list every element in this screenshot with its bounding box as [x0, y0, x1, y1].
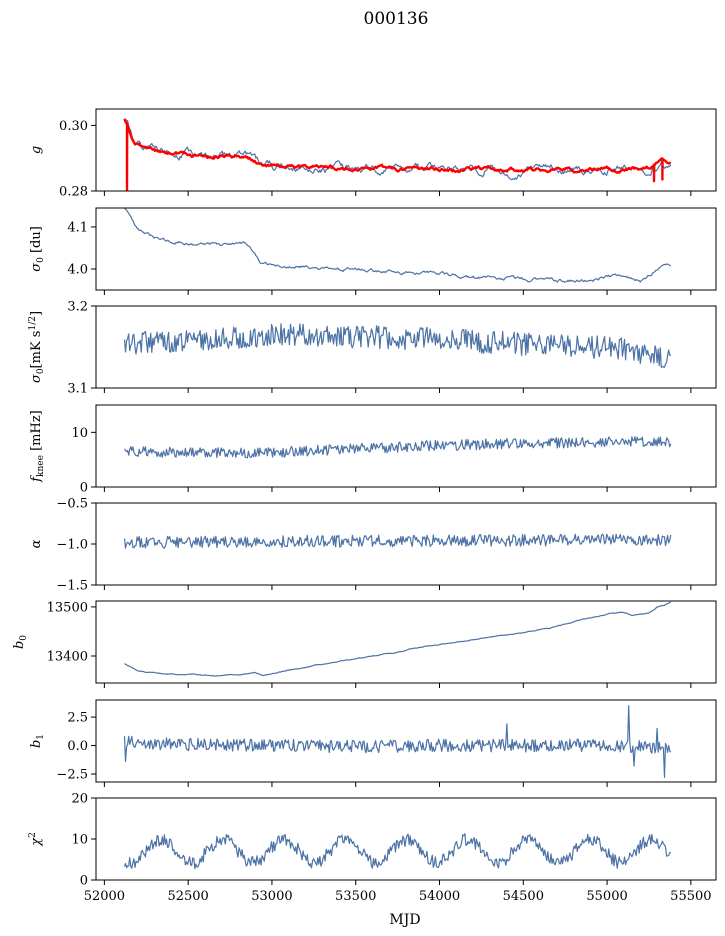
b1-ytick-label: 0.0 — [67, 739, 88, 754]
b0-axes-frame — [95, 600, 717, 684]
b1-ytick-label: 2.5 — [67, 711, 88, 726]
panels: 0.28 0.30 g 4.0 4.1 σ0 [du] 3.1 3.2 σ0[mK s1/2] 0… — [12, 108, 717, 904]
g-ytick-label: 0.28 — [59, 185, 88, 200]
alpha-axes-frame — [95, 502, 717, 586]
panel-alpha: −1.5 −1.0 −0.5 α — [29, 497, 717, 594]
b1-ylabel: b1 — [29, 734, 46, 748]
fknee-axes-frame — [95, 404, 717, 488]
chi2-series-1 — [123, 833, 671, 870]
panel-sigma0-mk: 3.1 3.2 σ0[mK s1/2] — [28, 300, 717, 397]
sigma0-mk-ylabel: σ0[mK s1/2] — [28, 311, 46, 383]
chi2-xtick-label: 55500 — [670, 889, 711, 904]
sigma0-mk-series-1 — [123, 323, 672, 368]
b0-ytick-label: 13400 — [47, 649, 88, 664]
g-ytick-label: 0.30 — [59, 119, 88, 134]
figure-title: 000136 — [364, 9, 429, 29]
panel-sigma0-du: 4.0 4.1 σ0 [du] — [29, 207, 717, 295]
sigma0-mk-axes-frame — [95, 305, 717, 389]
fknee-ytick-label: 0 — [80, 481, 88, 496]
chi2-ytick-label: 20 — [71, 792, 88, 807]
g-axes-frame — [95, 108, 717, 192]
chi2-xtick-label: 53500 — [335, 889, 376, 904]
panel-g: 0.28 0.30 g — [29, 108, 717, 200]
panel-b0: 13400 13500 b0 — [12, 600, 717, 688]
b1-axes-frame — [95, 699, 717, 783]
fknee-ylabel: fknee [mHz] — [29, 410, 46, 483]
g-ylabel: g — [29, 146, 44, 154]
chi2-xtick-label: 55000 — [586, 889, 627, 904]
chi2-ylabel: χ2 — [28, 832, 44, 847]
chi2-xtick-label: 54500 — [503, 889, 544, 904]
chi2-ytick-label: 10 — [71, 833, 88, 848]
fknee-ytick-label: 10 — [71, 426, 88, 441]
alpha-ytick-label: −1.0 — [56, 538, 88, 553]
b0-ylabel: b0 — [12, 635, 29, 649]
panel-b1: −2.5 0.0 2.5 b1 — [29, 699, 717, 787]
sigma0-du-ytick-label: 4.1 — [67, 220, 88, 235]
sigma0-du-ytick-label: 4.0 — [67, 262, 88, 277]
sigma0-du-ylabel: σ0 [du] — [29, 226, 46, 272]
chi2-xtick-label: 52000 — [84, 889, 125, 904]
b1-ytick-label: −2.5 — [56, 768, 88, 783]
alpha-ytick-label: −1.5 — [56, 579, 88, 594]
sigma0-du-series-1 — [124, 208, 672, 283]
sigma0-mk-ytick-label: 3.2 — [67, 300, 88, 315]
chi2-xtick-label: 53000 — [251, 889, 292, 904]
b0-ytick-label: 13500 — [47, 600, 88, 615]
alpha-ytick-label: −0.5 — [56, 497, 88, 512]
alpha-ylabel: α — [29, 539, 44, 548]
b1-series-1 — [123, 705, 672, 778]
panel-fknee: 0 10 fknee [mHz] — [29, 404, 717, 496]
b0-series-1 — [124, 601, 671, 677]
x-axis-label: MJD — [389, 912, 420, 928]
chi2-xtick-label: 54000 — [419, 889, 460, 904]
alpha-series-1 — [123, 533, 672, 549]
sigma0-mk-ytick-label: 3.1 — [67, 382, 88, 397]
sigma0-du-axes-frame — [95, 207, 717, 291]
g-series-2 — [123, 118, 672, 191]
fknee-series-1 — [123, 436, 672, 459]
chi2-ytick-label: 0 — [80, 874, 88, 889]
chi2-xtick-label: 52500 — [167, 889, 208, 904]
panel-chi2: 0 10 20 52000 52500 53000 53500 54000 54500 55000… — [28, 792, 717, 904]
